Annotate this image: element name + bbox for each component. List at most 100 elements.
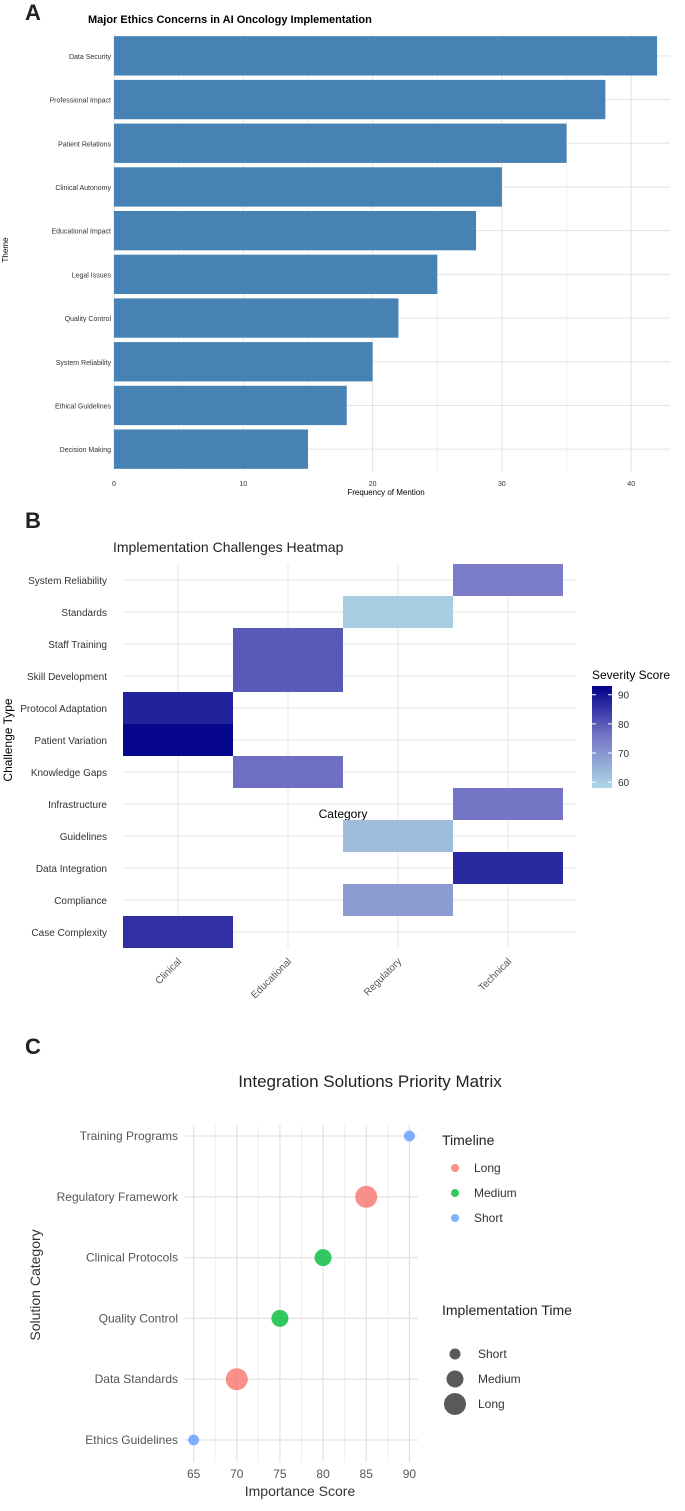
panel-b-y-tick-label: Data Integration <box>36 864 107 875</box>
panel-a-y-tick-label: Decision Making <box>60 447 111 454</box>
panel-b-y-tick-label: Skill Development <box>27 672 107 683</box>
panel-b-x-axis-label: Category <box>319 807 368 821</box>
panel-b-x-tick-label: Technical <box>477 956 514 993</box>
panel-c-y-tick-label: Ethics Guidelines <box>85 1433 178 1447</box>
panel-a-y-axis-label: Theme <box>1 237 10 262</box>
panel-a-title: Major Ethics Concerns in AI Oncology Imp… <box>88 14 372 26</box>
panel-c-letter: C <box>25 1034 41 1059</box>
panel-b-y-tick-label: Patient Variation <box>34 736 107 747</box>
panel-b-legend-title: Severity Score <box>592 668 670 682</box>
legend-timeline-key-medium <box>451 1189 459 1197</box>
legend-size-label: Medium <box>478 1372 521 1386</box>
panel-a-y-tick-label: Legal Issues <box>72 272 112 279</box>
legend-size-label: Long <box>478 1397 505 1411</box>
point-ethics-guidelines <box>188 1434 200 1446</box>
panel-c-title: Integration Solutions Priority Matrix <box>238 1072 502 1091</box>
heatmap-cell-guidelines <box>343 820 453 852</box>
panel-c-y-tick-label: Regulatory Framework <box>57 1190 179 1204</box>
bar-data-security <box>114 36 658 76</box>
panel-c-x-tick-label: 75 <box>273 1467 287 1481</box>
panel-a-x-tick-label: 10 <box>239 481 247 488</box>
panel-a-y-tick-label: Ethical Guidelines <box>55 403 112 410</box>
panel-a-y-tick-label: System Reliability <box>56 360 112 367</box>
panel-b-title: Implementation Challenges Heatmap <box>113 539 344 555</box>
bar-system-reliability <box>114 342 373 382</box>
heatmap-cell-case-complexity <box>123 916 233 948</box>
panel-a-letter: A <box>25 0 41 25</box>
bar-quality-control <box>114 298 399 338</box>
panel-a-y-tick-label: Data Security <box>69 54 112 61</box>
panel-b-y-tick-label: Knowledge Gaps <box>31 768 107 779</box>
panel-b-legend-tick-label: 60 <box>618 778 630 789</box>
legend-timeline-key-long <box>451 1164 459 1172</box>
bar-professional-impact <box>114 79 606 120</box>
heatmap-cell-protocol-adaptation <box>123 692 233 724</box>
legend-timeline-key-short <box>451 1214 459 1222</box>
heatmap-cell-infrastructure <box>453 788 563 820</box>
panel-a-x-tick-label: 0 <box>112 481 116 488</box>
panel-c-x-tick-label: 65 <box>187 1467 201 1481</box>
bar-patient-relations <box>114 123 567 163</box>
bar-legal-issues <box>114 254 438 295</box>
legend-size-label: Short <box>478 1347 507 1361</box>
heatmap-cell-data-integration <box>453 852 563 884</box>
panel-a-x-tick-label: 30 <box>498 481 506 488</box>
bar-decision-making <box>114 429 308 469</box>
legend-timeline-label: Short <box>474 1211 503 1225</box>
panel-b-y-tick-label: Protocol Adaptation <box>20 704 107 715</box>
panel-c-x-tick-label: 90 <box>403 1467 417 1481</box>
point-training-programs <box>403 1130 415 1142</box>
heatmap-cell-system-reliability <box>453 564 563 596</box>
panel-c-x-tick-label: 85 <box>360 1467 374 1481</box>
panel-b-y-tick-label: Staff Training <box>48 640 107 651</box>
panel-b-y-tick-label: Compliance <box>54 896 107 907</box>
panel-b-legend-tick-label: 70 <box>618 749 630 760</box>
panel-b-y-tick-label: Infrastructure <box>48 800 107 811</box>
legend-timeline-label: Medium <box>474 1186 517 1200</box>
panel-a-x-tick-label: 40 <box>627 481 635 488</box>
panel-c-scatter: Integration Solutions Priority Matrix Im… <box>27 1072 572 1499</box>
heatmap-cell-compliance <box>343 884 453 916</box>
panel-c-legend-size-title: Implementation Time <box>442 1302 572 1318</box>
panel-b-y-tick-label: Case Complexity <box>31 928 107 939</box>
panel-c-y-axis-label: Solution Category <box>27 1229 43 1340</box>
panel-c-legend-timeline-title: Timeline <box>442 1132 495 1148</box>
panel-b-x-tick-label: Clinical <box>154 956 185 987</box>
panel-b-y-axis-label: Challenge Type <box>1 698 15 782</box>
legend-timeline-label: Long <box>474 1161 501 1175</box>
panel-b-x-tick-label: Regulatory <box>362 956 404 998</box>
panel-a-x-tick-label: 20 <box>369 481 377 488</box>
panel-b-x-tick-label: Educational <box>249 956 294 1001</box>
panel-b-letter: B <box>25 508 41 533</box>
panel-b-legend-tick-label: 90 <box>618 691 630 702</box>
panel-b-y-tick-label: System Reliability <box>28 576 107 587</box>
panel-c-y-tick-label: Data Standards <box>95 1372 178 1386</box>
panel-c-x-tick-label: 80 <box>316 1467 330 1481</box>
panel-b-heatmap: Implementation Challenges Heatmap Catego… <box>1 539 670 1001</box>
heatmap-cell-knowledge-gaps <box>233 756 343 788</box>
severity-colorbar <box>592 686 612 788</box>
heatmap-cell-staff-training <box>233 628 343 660</box>
bar-clinical-autonomy <box>114 167 502 207</box>
bar-educational-impact <box>114 210 477 251</box>
point-data-standards <box>225 1368 248 1391</box>
heatmap-cell-skill-development <box>233 660 343 692</box>
heatmap-cell-standards <box>343 596 453 628</box>
panel-c-x-tick-label: 70 <box>230 1467 244 1481</box>
panel-c-y-tick-label: Training Programs <box>80 1129 178 1143</box>
point-clinical-protocols <box>314 1249 332 1267</box>
legend-size-key-long <box>444 1393 466 1415</box>
panel-a-y-tick-label: Clinical Autonomy <box>55 185 111 192</box>
panel-c-y-tick-label: Quality Control <box>99 1311 178 1325</box>
point-quality-control <box>271 1309 289 1327</box>
panel-b-y-tick-label: Standards <box>61 608 107 619</box>
panel-a-y-tick-label: Patient Relations <box>58 141 111 148</box>
panel-a-x-axis-label: Frequency of Mention <box>347 488 424 497</box>
panel-a-y-tick-label: Professional Impact <box>50 98 112 105</box>
panel-a-y-tick-label: Quality Control <box>65 316 112 323</box>
legend-size-key-medium <box>446 1370 464 1388</box>
panel-b-legend-tick-label: 80 <box>618 720 630 731</box>
panel-a-bar-chart: Major Ethics Concerns in AI Oncology Imp… <box>1 14 670 497</box>
panel-b-y-tick-label: Guidelines <box>60 832 107 843</box>
